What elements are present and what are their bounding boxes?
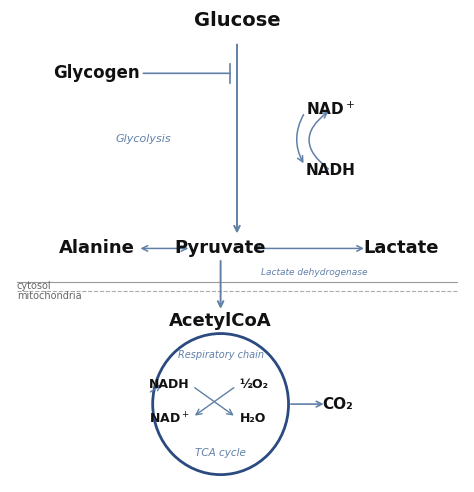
Text: mitochondria: mitochondria bbox=[17, 291, 82, 301]
Text: Lactate dehydrogenase: Lactate dehydrogenase bbox=[261, 268, 367, 277]
Text: H₂O: H₂O bbox=[240, 412, 266, 425]
Text: AcetylCoA: AcetylCoA bbox=[169, 312, 272, 331]
Text: NAD$^+$: NAD$^+$ bbox=[149, 411, 190, 427]
Text: TCA cycle: TCA cycle bbox=[195, 448, 246, 458]
Text: Glucose: Glucose bbox=[194, 10, 280, 30]
Text: Respiratory chain: Respiratory chain bbox=[178, 350, 264, 361]
Text: NAD$^+$: NAD$^+$ bbox=[306, 101, 356, 119]
Text: cytosol: cytosol bbox=[17, 281, 52, 291]
Text: Glycogen: Glycogen bbox=[53, 64, 140, 82]
Text: CO₂: CO₂ bbox=[322, 397, 353, 412]
Text: ½O₂: ½O₂ bbox=[239, 378, 268, 391]
Text: Pyruvate: Pyruvate bbox=[175, 240, 266, 257]
Text: NADH: NADH bbox=[306, 163, 356, 178]
Text: Lactate: Lactate bbox=[363, 240, 439, 257]
Text: Alanine: Alanine bbox=[58, 240, 135, 257]
Text: Glycolysis: Glycolysis bbox=[116, 134, 171, 144]
Text: NADH: NADH bbox=[149, 378, 190, 391]
